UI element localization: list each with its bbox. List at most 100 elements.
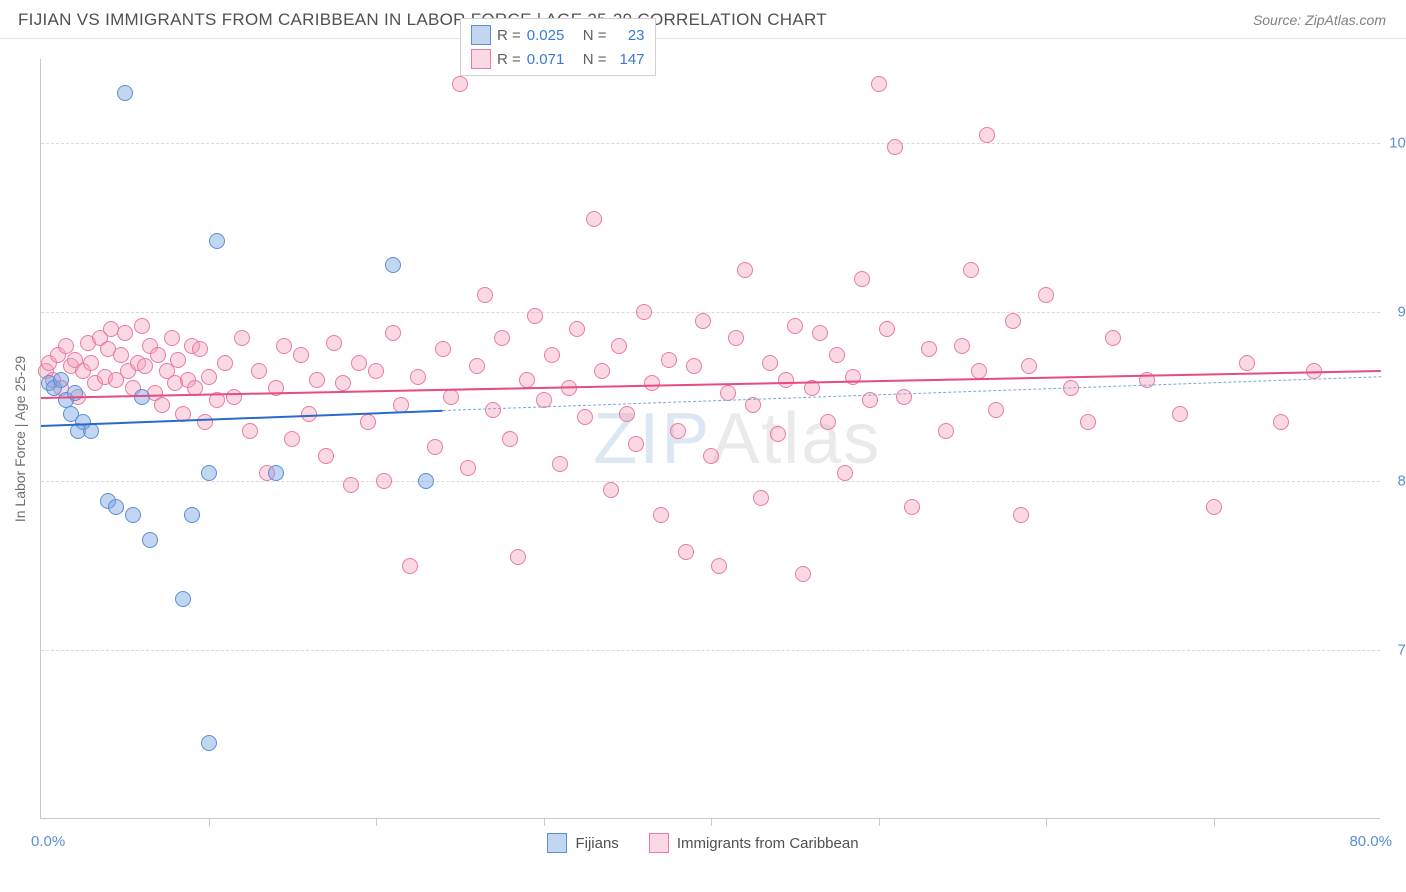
data-point bbox=[469, 358, 485, 374]
y-tick-label: 70.0% bbox=[1397, 642, 1406, 659]
data-point bbox=[108, 499, 124, 515]
y-tick-label: 100.0% bbox=[1389, 135, 1406, 152]
data-point bbox=[251, 363, 267, 379]
swatch-fijians-icon bbox=[547, 833, 567, 853]
n-label: N = bbox=[583, 51, 607, 68]
legend-label-caribbean: Immigrants from Caribbean bbox=[677, 835, 859, 852]
data-point bbox=[1080, 414, 1096, 430]
data-point bbox=[134, 318, 150, 334]
data-point bbox=[443, 389, 459, 405]
x-tick bbox=[1046, 818, 1047, 826]
data-point bbox=[142, 532, 158, 548]
data-point bbox=[795, 566, 811, 582]
data-point bbox=[603, 482, 619, 498]
data-point bbox=[53, 372, 69, 388]
data-point bbox=[695, 313, 711, 329]
r-value-caribbean: 0.071 bbox=[527, 51, 577, 68]
data-point bbox=[201, 735, 217, 751]
data-point bbox=[644, 375, 660, 391]
data-point bbox=[1005, 313, 1021, 329]
data-point bbox=[527, 308, 543, 324]
x-tick bbox=[376, 818, 377, 826]
legend-label-fijians: Fijians bbox=[575, 835, 618, 852]
data-point bbox=[1013, 507, 1029, 523]
data-point bbox=[276, 338, 292, 354]
trend-line bbox=[443, 377, 1381, 412]
data-point bbox=[979, 127, 995, 143]
data-point bbox=[209, 233, 225, 249]
data-point bbox=[293, 347, 309, 363]
r-value-fijians: 0.025 bbox=[527, 27, 577, 44]
data-point bbox=[519, 372, 535, 388]
data-point bbox=[427, 439, 443, 455]
trend-line bbox=[41, 410, 443, 427]
data-point bbox=[125, 507, 141, 523]
data-point bbox=[737, 262, 753, 278]
data-point bbox=[335, 375, 351, 391]
legend-stats-row-caribbean: R = 0.071 N = 147 bbox=[471, 47, 645, 71]
data-point bbox=[242, 423, 258, 439]
data-point bbox=[611, 338, 627, 354]
data-point bbox=[904, 499, 920, 515]
title-bar: FIJIAN VS IMMIGRANTS FROM CARIBBEAN IN L… bbox=[0, 0, 1406, 39]
swatch-stats-fijians-icon bbox=[471, 25, 491, 45]
source-label: Source: ZipAtlas.com bbox=[1253, 12, 1386, 28]
x-tick bbox=[209, 818, 210, 826]
data-point bbox=[284, 431, 300, 447]
legend-stats-row-fijians: R = 0.025 N = 23 bbox=[471, 23, 645, 47]
y-tick-label: 80.0% bbox=[1397, 473, 1406, 490]
data-point bbox=[653, 507, 669, 523]
data-point bbox=[164, 330, 180, 346]
legend-bottom: Fijians Immigrants from Caribbean bbox=[0, 833, 1406, 853]
data-point bbox=[854, 271, 870, 287]
data-point bbox=[1273, 414, 1289, 430]
data-point bbox=[628, 436, 644, 452]
data-point bbox=[829, 347, 845, 363]
chart-title: FIJIAN VS IMMIGRANTS FROM CARIBBEAN IN L… bbox=[18, 10, 827, 30]
data-point bbox=[376, 473, 392, 489]
x-tick bbox=[711, 818, 712, 826]
data-point bbox=[318, 448, 334, 464]
data-point bbox=[435, 341, 451, 357]
x-tick bbox=[1214, 818, 1215, 826]
y-tick-label: 90.0% bbox=[1397, 304, 1406, 321]
data-point bbox=[351, 355, 367, 371]
data-point bbox=[452, 76, 468, 92]
data-point bbox=[879, 321, 895, 337]
data-point bbox=[217, 355, 233, 371]
legend-item-caribbean: Immigrants from Caribbean bbox=[649, 833, 859, 853]
n-value-caribbean: 147 bbox=[613, 51, 645, 68]
legend-stats: R = 0.025 N = 23 R = 0.071 N = 147 bbox=[460, 18, 656, 76]
data-point bbox=[360, 414, 376, 430]
r-label: R = bbox=[497, 27, 521, 44]
r-label: R = bbox=[497, 51, 521, 68]
data-point bbox=[686, 358, 702, 374]
data-point bbox=[770, 426, 786, 442]
data-point bbox=[117, 325, 133, 341]
data-point bbox=[460, 460, 476, 476]
data-point bbox=[728, 330, 744, 346]
legend-item-fijians: Fijians bbox=[547, 833, 618, 853]
data-point bbox=[1021, 358, 1037, 374]
data-point bbox=[1038, 287, 1054, 303]
data-point bbox=[67, 385, 83, 401]
gridline bbox=[41, 481, 1380, 482]
data-point bbox=[485, 402, 501, 418]
data-point bbox=[1239, 355, 1255, 371]
data-point bbox=[871, 76, 887, 92]
gridline bbox=[41, 143, 1380, 144]
data-point bbox=[226, 389, 242, 405]
data-point bbox=[113, 347, 129, 363]
n-label: N = bbox=[583, 27, 607, 44]
data-point bbox=[594, 363, 610, 379]
data-point bbox=[137, 358, 153, 374]
data-point bbox=[197, 414, 213, 430]
data-point bbox=[410, 369, 426, 385]
data-point bbox=[552, 456, 568, 472]
data-point bbox=[150, 347, 166, 363]
data-point bbox=[963, 262, 979, 278]
data-point bbox=[418, 473, 434, 489]
data-point bbox=[678, 544, 694, 560]
n-value-fijians: 23 bbox=[613, 27, 645, 44]
data-point bbox=[820, 414, 836, 430]
